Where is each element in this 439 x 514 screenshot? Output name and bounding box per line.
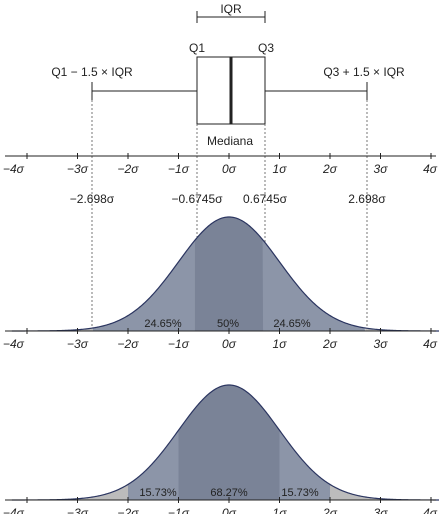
axis-tick-label: 1σ [273, 337, 288, 351]
marker-label-q1: −0.6745σ [171, 192, 223, 206]
iqr-label: IQR [220, 2, 242, 16]
axis-tick-label: −2σ [118, 506, 140, 514]
axis-tick-label: 1σ [273, 162, 288, 176]
curve-center-region [194, 217, 264, 331]
curve-tail-right [330, 484, 439, 500]
axis-tick-label: −3σ [67, 337, 89, 351]
median-label: Mediana [207, 134, 253, 148]
normal-curve-one-sigma: 15.73% 68.27% 15.73% [5, 384, 439, 501]
axis-tick-label: 1σ [273, 506, 288, 514]
axis-tick-label: 2σ [322, 337, 338, 351]
axis-tick-label: 2σ [322, 506, 338, 514]
curve-center-region [178, 385, 280, 500]
normal-curve-quartiles: 24.65% 50% 24.65% [5, 216, 439, 332]
axis-tick-label: −3σ [67, 506, 89, 514]
axis-tick-label: −1σ [168, 337, 190, 351]
axis-tick-label: −4σ [3, 337, 25, 351]
upper-whisker-label: Q3 + 1.5 × IQR [323, 65, 405, 79]
region-label-center: 50% [217, 318, 239, 330]
axis-tick-label: 0σ [222, 506, 237, 514]
region-label-right: 15.73% [281, 487, 319, 499]
curve-outline [11, 216, 439, 332]
axis-tick-label: 4σ [423, 337, 438, 351]
quartile-marker-labels: −2.698σ −0.6745σ 0.6745σ 2.698σ [70, 192, 387, 206]
curve-outline [11, 384, 439, 501]
axis-tick-label: 2σ [322, 162, 338, 176]
marker-label-lower-whisker: −2.698σ [70, 192, 115, 206]
axis-tick-label: 4σ [423, 162, 438, 176]
axis-tick-label: 0σ [222, 162, 237, 176]
sigma-axis-middle: −4σ −3σ −2σ −1σ 0σ 1σ 2σ 3σ 4σ [3, 328, 438, 351]
axis-tick-label: −1σ [168, 162, 190, 176]
region-label-left: 24.65% [144, 318, 182, 330]
axis-tick-label: −4σ [3, 506, 25, 514]
axis-tick-label: 0σ [222, 337, 237, 351]
axis-tick-label: −3σ [67, 162, 89, 176]
marker-label-upper-whisker: 2.698σ [348, 192, 386, 206]
q3-label: Q3 [258, 41, 274, 55]
region-label-center: 68.27% [210, 487, 248, 499]
sigma-axis-bottom: −4σ −3σ −2σ −1σ 0σ 1σ 2σ 3σ 4σ [3, 497, 438, 514]
boxplot: IQR Q1 Q3 Q1 − 1.5 × IQR Q3 + 1.5 × IQR … [51, 2, 405, 148]
axis-tick-label: −1σ [168, 506, 190, 514]
axis-tick-label: 3σ [374, 162, 389, 176]
axis-tick-label: −4σ [3, 162, 25, 176]
axis-tick-label: 3σ [374, 506, 389, 514]
region-label-left: 15.73% [139, 487, 177, 499]
axis-tick-label: 4σ [423, 506, 438, 514]
axis-tick-label: 3σ [374, 337, 389, 351]
region-label-right: 24.65% [273, 318, 311, 330]
q1-label: Q1 [189, 41, 205, 55]
marker-label-q3: 0.6745σ [243, 192, 288, 206]
axis-tick-label: −2σ [118, 162, 140, 176]
sigma-axis-top: −4σ −3σ −2σ −1σ 0σ 1σ 2σ 3σ 4σ [3, 153, 438, 176]
lower-whisker-label: Q1 − 1.5 × IQR [51, 65, 133, 79]
axis-tick-label: −2σ [118, 337, 140, 351]
